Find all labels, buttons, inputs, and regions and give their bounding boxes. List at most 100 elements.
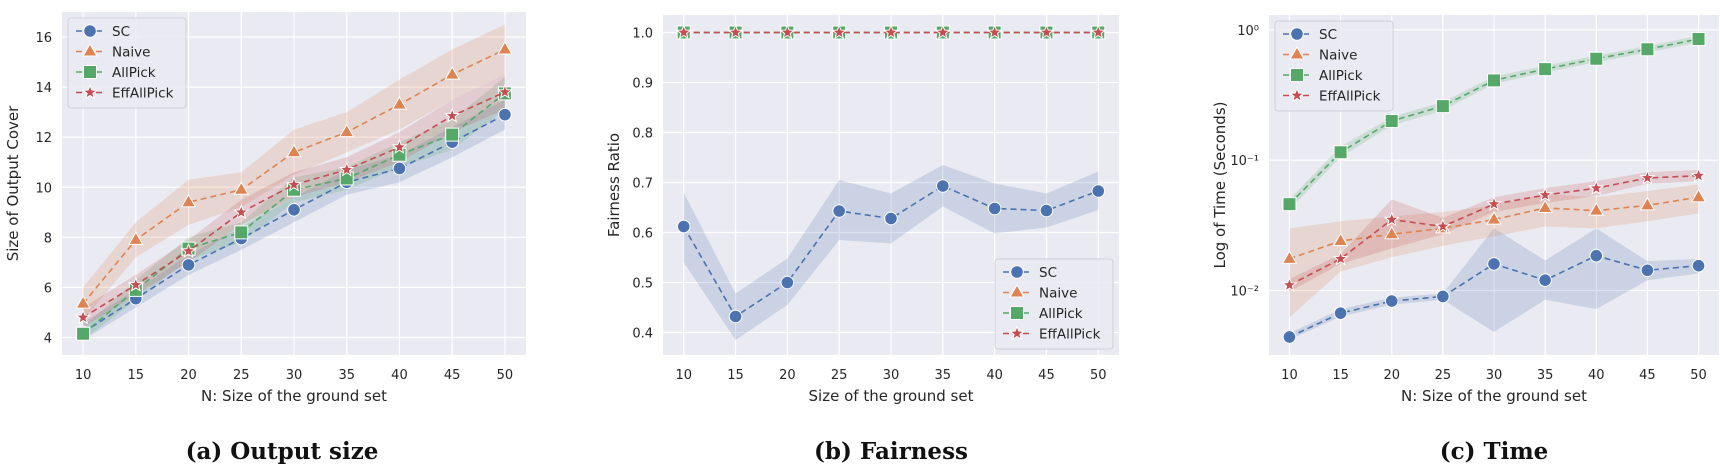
legend-label: SC xyxy=(112,24,130,40)
y-tick-label: 8 xyxy=(44,231,52,246)
legend: SC Naive AllPick EffAllPick xyxy=(994,258,1114,350)
data-point xyxy=(1333,145,1348,160)
data-point xyxy=(1281,250,1298,264)
data-point xyxy=(1282,330,1297,344)
legend-marker xyxy=(1009,325,1025,341)
legend-item: SC xyxy=(76,24,130,40)
data-point xyxy=(1384,113,1399,128)
legend-label: AllPick xyxy=(1319,68,1363,84)
data-point xyxy=(496,83,513,99)
data-point xyxy=(1588,202,1605,216)
data-point xyxy=(392,161,407,176)
legend-marker xyxy=(1289,87,1305,103)
legend-item: AllPick xyxy=(1003,306,1083,322)
y-axis-label: Size of Output Cover xyxy=(4,105,22,261)
x-axis-label: Size of the ground set xyxy=(809,387,974,405)
data-point xyxy=(1332,232,1349,246)
data-point xyxy=(675,24,692,40)
x-tick-label: 20 xyxy=(1383,368,1400,383)
x-tick-label: 15 xyxy=(128,368,145,383)
legend-label: Naive xyxy=(1039,286,1077,302)
data-point xyxy=(391,138,408,154)
data-point xyxy=(128,231,144,245)
y-tick-label: 0.8 xyxy=(632,127,653,142)
x-tick-label: 50 xyxy=(1090,368,1107,383)
y-tick-label: 12 xyxy=(35,131,52,146)
y-tick-label: 0.9 xyxy=(632,77,653,92)
x-tick-label: 30 xyxy=(1486,368,1503,383)
data-point xyxy=(779,24,796,40)
legend-label: AllPick xyxy=(1039,306,1083,322)
data-point xyxy=(233,181,250,195)
data-point xyxy=(1538,62,1553,77)
data-point xyxy=(181,258,196,272)
data-point xyxy=(936,179,950,193)
x-tick-label: 15 xyxy=(1332,368,1349,383)
y-tick-label: 0.7 xyxy=(632,177,653,192)
legend-item: Naive xyxy=(1003,283,1077,302)
data-point xyxy=(728,309,743,324)
data-point xyxy=(75,309,92,325)
series-line xyxy=(82,92,506,335)
data-point xyxy=(391,96,408,110)
legend-label: AllPick xyxy=(112,65,156,81)
legend-marker xyxy=(1010,265,1024,279)
data-point xyxy=(444,107,461,123)
x-tick-label: 10 xyxy=(1281,368,1298,383)
legend-item: Naive xyxy=(1283,45,1357,64)
y-tick-label: 10⁻² xyxy=(1230,285,1259,300)
data-point xyxy=(1090,24,1107,40)
data-point xyxy=(127,276,144,292)
legend-marker xyxy=(83,24,97,38)
data-point xyxy=(287,202,301,217)
data-point xyxy=(1384,294,1399,308)
x-tick-label: 35 xyxy=(338,368,355,383)
data-point xyxy=(1691,32,1706,47)
data-point xyxy=(986,24,1003,40)
series-sc xyxy=(1282,248,1706,344)
data-point xyxy=(1383,225,1400,240)
data-point xyxy=(1639,196,1656,211)
legend-label: SC xyxy=(1039,265,1057,281)
legend-box xyxy=(994,258,1114,350)
data-point xyxy=(1690,167,1707,183)
series-line xyxy=(683,185,1099,318)
data-point xyxy=(780,275,795,290)
chart-panel-1: 10 15 20 25 30 35 40 45 50 4 6 8 10 12 14 16 N: Size of … xyxy=(4,12,526,465)
x-tick-label: 10 xyxy=(675,368,692,383)
x-tick-label: 50 xyxy=(1690,368,1707,383)
x-tick-label: 25 xyxy=(233,368,250,383)
series-allpick xyxy=(1282,32,1706,212)
series-line xyxy=(82,91,506,319)
legend-item: SC xyxy=(1283,27,1337,43)
data-point xyxy=(1332,250,1349,266)
series-effallpick xyxy=(675,24,1107,40)
legend-item: EffAllPick xyxy=(1003,325,1101,343)
series-line xyxy=(1289,196,1699,260)
data-point xyxy=(1589,51,1604,66)
data-point xyxy=(727,24,744,40)
data-point xyxy=(831,24,848,40)
x-tick-label: 10 xyxy=(75,368,92,383)
legend-item: SC xyxy=(1003,265,1057,281)
confidence-band-effallpick xyxy=(1289,170,1699,292)
y-tick-label: 6 xyxy=(44,281,52,296)
data-point xyxy=(1435,99,1450,114)
legend-box xyxy=(67,17,187,109)
legend-marker xyxy=(1010,306,1024,320)
data-point xyxy=(1091,184,1106,198)
legend-item: EffAllPick xyxy=(1283,87,1381,105)
x-tick-label: 40 xyxy=(391,368,408,383)
data-point xyxy=(1537,186,1554,202)
data-point xyxy=(1487,73,1501,88)
legend: SC Naive AllPick EffAllPick xyxy=(67,17,187,109)
y-tick-label: 0.5 xyxy=(632,277,653,292)
legend-marker xyxy=(82,84,98,100)
legend-marker xyxy=(82,42,98,57)
data-point xyxy=(1038,24,1055,40)
legend-marker xyxy=(1290,68,1304,82)
x-axis-label: N: Size of the ground set xyxy=(201,387,387,405)
x-tick-label: 45 xyxy=(444,368,461,383)
data-point xyxy=(233,203,250,220)
